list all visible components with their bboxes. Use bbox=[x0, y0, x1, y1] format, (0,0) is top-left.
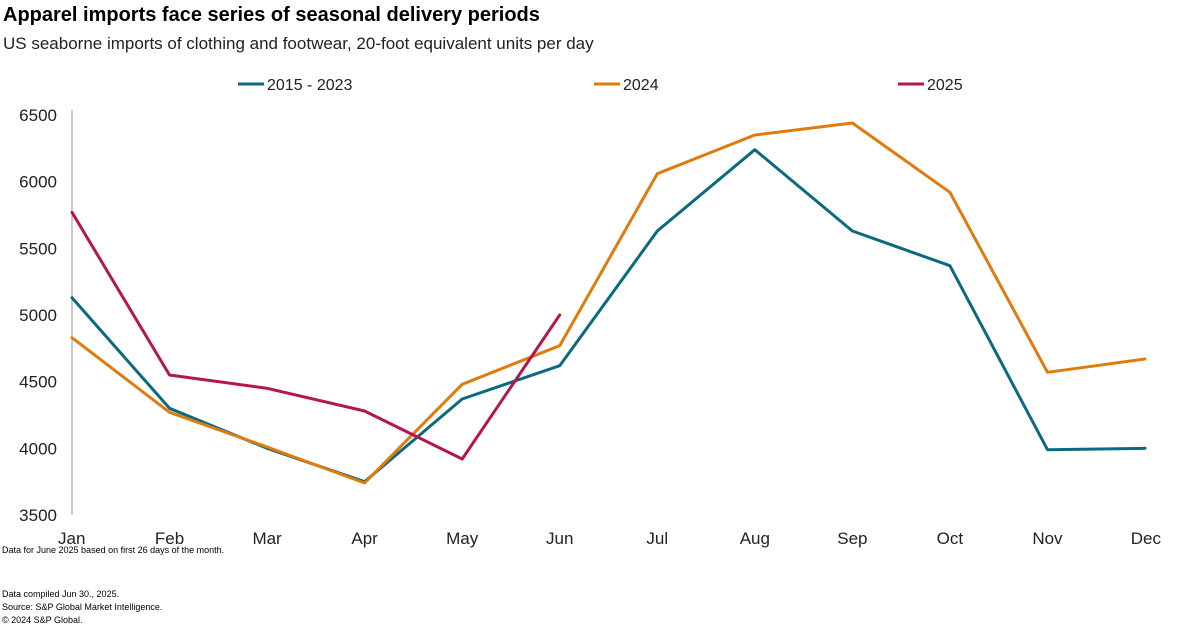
legend-label: 2025 bbox=[927, 77, 963, 94]
chart-subtitle: US seaborne imports of clothing and foot… bbox=[3, 34, 594, 53]
x-tick-label: Sep bbox=[837, 529, 867, 548]
y-tick-label: 4500 bbox=[19, 373, 57, 392]
series-line-2015-2023 bbox=[70, 148, 1147, 484]
y-tick-label: 6500 bbox=[19, 106, 57, 125]
legend-item-2015-2023: 2015 - 2023 bbox=[238, 77, 353, 94]
series-line-2025 bbox=[70, 210, 562, 461]
x-tick-label: Jan bbox=[58, 529, 85, 548]
x-tick-label: Mar bbox=[252, 529, 282, 548]
x-tick-label: Aug bbox=[740, 529, 770, 548]
x-tick-label: Jul bbox=[646, 529, 668, 548]
series-line-2024 bbox=[70, 121, 1147, 485]
y-tick-label: 3500 bbox=[19, 506, 57, 525]
source-note: Source: S&P Global Market Intelligence. bbox=[2, 602, 163, 612]
x-tick-label: Nov bbox=[1032, 529, 1063, 548]
copyright-note: © 2024 S&P Global. bbox=[2, 615, 83, 625]
legend-label: 2024 bbox=[623, 77, 659, 94]
x-tick-label: May bbox=[446, 529, 479, 548]
x-tick-label: Dec bbox=[1131, 529, 1162, 548]
axes: 3500 4000 4500 5000 5500 6000 6500 Jan Feb Mar Apr… bbox=[19, 106, 1161, 548]
y-tick-label: 6000 bbox=[19, 173, 57, 192]
y-tick-label: 4000 bbox=[19, 439, 57, 458]
series-group bbox=[70, 121, 1147, 485]
y-tick-label: 5000 bbox=[19, 306, 57, 325]
legend: 2015 - 2023 2024 2025 bbox=[238, 77, 963, 94]
x-tick-label: Apr bbox=[351, 529, 378, 548]
legend-item-2024: 2024 bbox=[594, 77, 659, 94]
x-tick-label: Jun bbox=[546, 529, 573, 548]
x-tick-label: Oct bbox=[937, 529, 964, 548]
data-note: Data for June 2025 based on first 26 day… bbox=[2, 545, 225, 555]
x-tick-label: Feb bbox=[155, 529, 184, 548]
legend-label: 2015 - 2023 bbox=[267, 77, 353, 94]
chart-title: Apparel imports face series of seasonal … bbox=[3, 4, 540, 26]
compiled-note: Data compiled Jun 30., 2025. bbox=[2, 589, 120, 599]
legend-item-2025: 2025 bbox=[898, 77, 963, 94]
y-tick-label: 5500 bbox=[19, 239, 57, 258]
